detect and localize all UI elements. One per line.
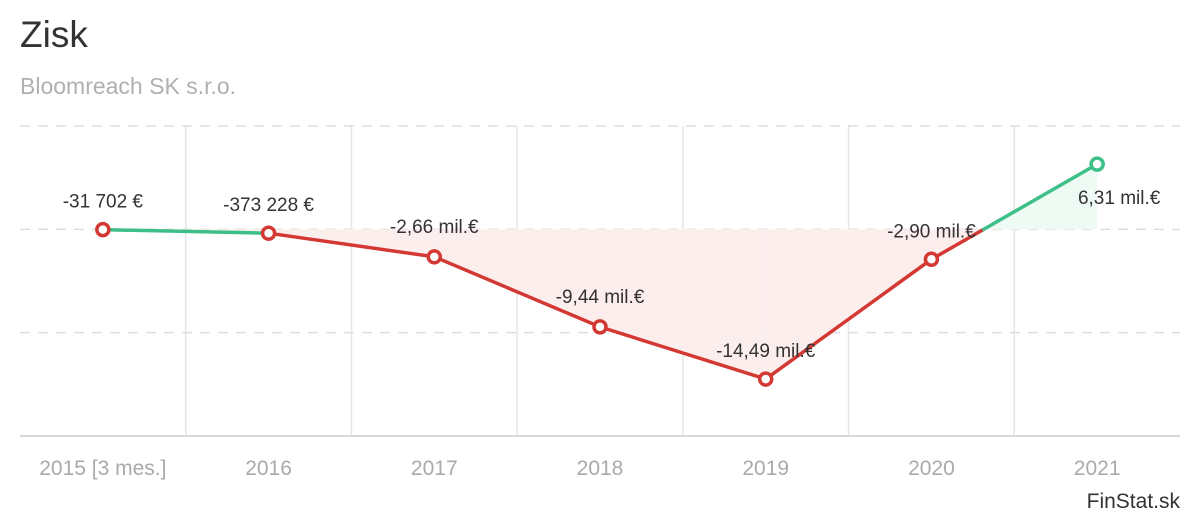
data-point (426, 249, 443, 265)
area-fill (600, 229, 766, 380)
data-point (260, 225, 277, 241)
series-line (432, 255, 602, 329)
series-line (101, 227, 271, 235)
data-label: -373 228 € (223, 195, 314, 216)
data-point (757, 371, 774, 387)
series-line (598, 325, 768, 381)
area-fill (765, 229, 932, 380)
series-line (763, 257, 934, 381)
area-fill (434, 229, 600, 327)
x-tick-label: 2018 (577, 457, 624, 480)
data-point (95, 221, 111, 238)
chart-subtitle: Bloomreach SK s.r.o. (20, 73, 237, 99)
data-point (923, 251, 940, 268)
x-tick-label: 2019 (742, 457, 789, 480)
data-label: -14,49 mil.€ (716, 341, 816, 362)
series-line (266, 231, 437, 259)
x-tick-label: 2015 [3 mes.] (39, 457, 166, 480)
x-tick-label: 2020 (908, 457, 955, 480)
data-label: -2,90 mil.€ (887, 221, 976, 242)
finstat-credit[interactable]: FinStat.sk (1086, 490, 1180, 513)
data-label: -31 702 € (63, 192, 144, 213)
x-tick-label: 2017 (411, 457, 458, 480)
chart-title: Zisk (20, 14, 88, 55)
series-line (981, 162, 1099, 232)
data-label: -9,44 mil.€ (556, 287, 645, 308)
x-tick-label: 2016 (245, 457, 292, 480)
data-point (1089, 156, 1105, 172)
data-label: 6,31 mil.€ (1078, 188, 1161, 209)
data-label: -2,66 mil.€ (390, 217, 479, 238)
series-line (929, 227, 986, 262)
x-tick-label: 2021 (1074, 457, 1121, 480)
data-point (592, 319, 608, 335)
